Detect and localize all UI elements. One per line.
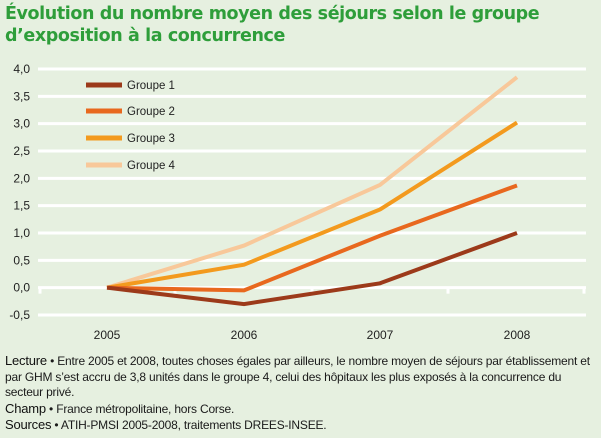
chart-notes: Lecture • Entre 2005 et 2008, toutes cho… [5, 353, 597, 434]
legend: Groupe 1 Groupe 2 Groupe 3 Groupe 4 [86, 80, 176, 172]
note-lecture-text: • Entre 2005 et 2008, toutes choses égal… [5, 354, 590, 399]
note-champ: Champ • France métropolitaine, hors Cors… [5, 401, 597, 418]
note-champ-label: Champ [5, 400, 46, 416]
x-tick-label: 2007 [367, 328, 394, 342]
x-tick-label: 2008 [504, 328, 531, 342]
gridlines [38, 67, 586, 317]
legend-label: Groupe 4 [127, 160, 176, 172]
legend-label: Groupe 1 [127, 80, 175, 92]
series-line-groupe-2 [106, 183, 518, 293]
note-sources-label: Sources [5, 417, 52, 432]
y-tick-label: 0,0 [13, 281, 30, 295]
legend-swatch [86, 82, 122, 88]
y-tick-label: -0,5 [9, 308, 30, 322]
y-tick-label: 2,0 [13, 171, 30, 185]
x-tick-label: 2005 [94, 328, 121, 342]
series-lines [106, 75, 519, 307]
note-sources-text: • ATIH-PMSI 2005-2008, traitements DREES… [51, 418, 327, 432]
legend-item: Groupe 2 [86, 106, 175, 118]
note-lecture-label: Lecture [5, 353, 47, 368]
legend-label: Groupe 2 [127, 106, 175, 118]
y-tick-label: 4,0 [13, 62, 30, 76]
legend-item: Groupe 4 [86, 160, 176, 172]
legend-item: Groupe 1 [86, 80, 175, 92]
series-line-groupe-3 [106, 120, 519, 290]
y-axis-ticks: 4,0 3,5 3,0 2,5 2,0 1,5 1,0 0,5 0,0 -0,5 [9, 62, 30, 322]
y-tick-label: 3,0 [13, 117, 30, 131]
note-champ-text: • France métropolitaine, hors Corse. [45, 401, 235, 416]
x-axis-ticks: 2005 2006 2007 2008 [94, 328, 531, 342]
y-tick-label: 1,0 [13, 226, 30, 240]
series-line-groupe-4 [106, 75, 519, 290]
x-tick-label: 2006 [231, 328, 258, 342]
legend-swatch [86, 135, 122, 141]
y-tick-label: 2,5 [13, 144, 30, 158]
y-tick-label: 0,5 [13, 253, 30, 267]
line-chart: 4,0 3,5 3,0 2,5 2,0 1,5 1,0 0,5 0,0 -0,5 2005 2006… [9, 62, 586, 342]
legend-item: Groupe 3 [86, 133, 175, 145]
legend-swatch [86, 108, 122, 114]
y-tick-label: 3,5 [13, 89, 30, 103]
legend-swatch [86, 162, 122, 168]
note-lecture: Lecture • Entre 2005 et 2008, toutes cho… [5, 353, 597, 401]
legend-label: Groupe 3 [127, 133, 175, 145]
note-sources: Sources • ATIH-PMSI 2005-2008, traitemen… [5, 417, 597, 434]
chart-title: Évolution du nombre moyen des séjours se… [5, 4, 540, 46]
y-tick-label: 1,5 [13, 199, 30, 213]
series-line-groupe-1 [106, 231, 518, 307]
